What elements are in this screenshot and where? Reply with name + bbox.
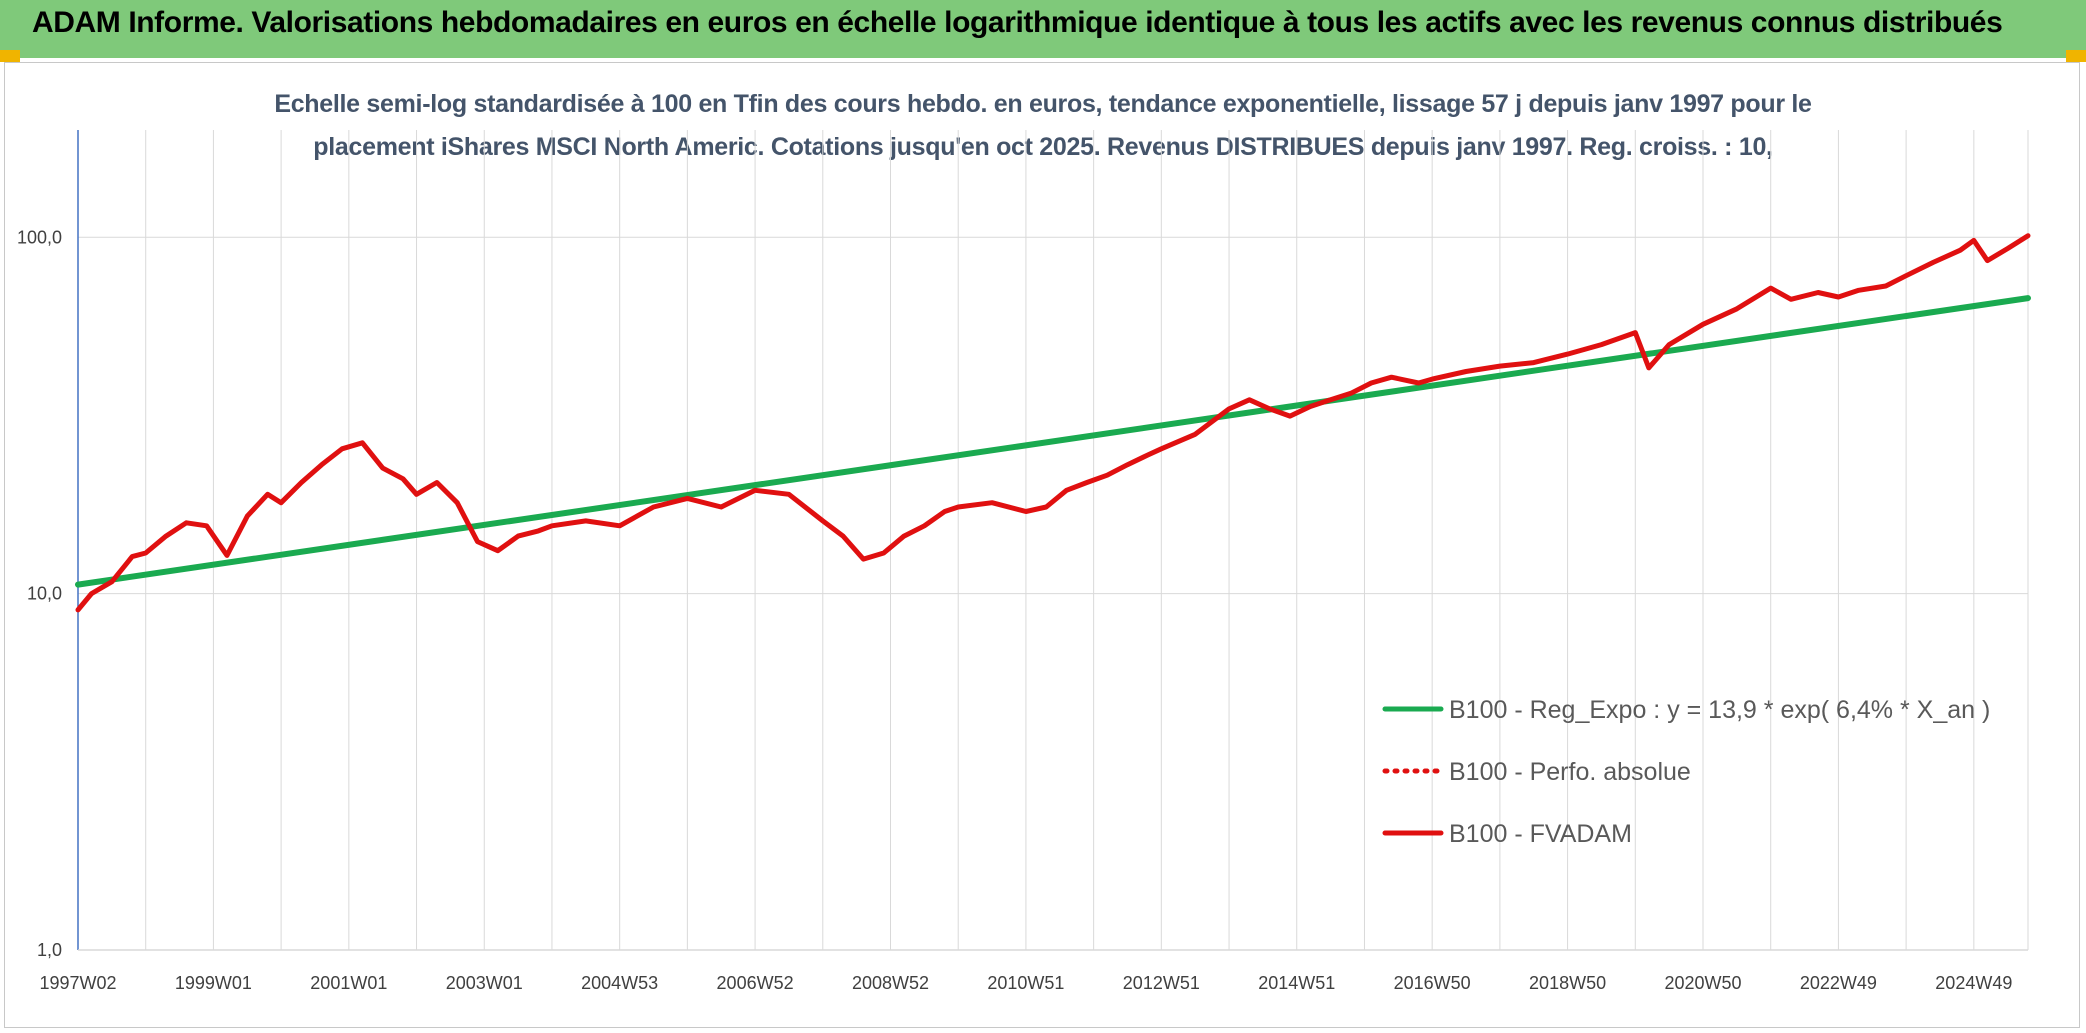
x-tick-label: 2003W01 (446, 973, 523, 993)
page-title: ADAM Informe. Valorisations hebdomadaire… (32, 6, 2003, 39)
x-tick-label: 2004W53 (581, 973, 658, 993)
x-tick-label: 2010W51 (987, 973, 1064, 993)
legend-label: B100 - FVADAM (1449, 820, 1632, 848)
header-bar: ADAM Informe. Valorisations hebdomadaire… (0, 0, 2086, 58)
x-tick-label: 2022W49 (1800, 973, 1877, 993)
corner-mark-left (0, 50, 20, 62)
chart-subtitle-line-2: placement iShares MSCI North Americ. Cot… (313, 133, 1773, 161)
chart-subtitle-line-1: Echelle semi-log standardisée à 100 en T… (274, 90, 1812, 118)
y-tick-label: 100,0 (17, 227, 62, 247)
legend: B100 - Reg_Expo : y = 13,9 * exp( 6,4% *… (1382, 696, 1990, 848)
x-tick-label: 2001W01 (310, 973, 387, 993)
chart-frame (4, 62, 2080, 1028)
axis-layer: 1,0 10,0 100,0 1997W02 1999W01 2001W01 2003W01… (17, 130, 2028, 993)
x-tick-label: 2016W50 (1394, 973, 1471, 993)
legend-label: B100 - Perfo. absolue (1449, 758, 1691, 786)
y-tick-label: 10,0 (27, 584, 62, 604)
x-tick-label: 2008W52 (852, 973, 929, 993)
x-tick-label: 2006W52 (717, 973, 794, 993)
series-line-reg-expo (75, 295, 2031, 588)
x-tick-label: 1999W01 (175, 973, 252, 993)
corner-mark-right (2066, 50, 2086, 62)
legend-label: B100 - Reg_Expo : y = 13,9 * exp( 6,4% *… (1449, 696, 1990, 724)
x-tick-label: 2018W50 (1529, 973, 1606, 993)
series-line-fvadam (75, 233, 2031, 613)
x-tick-label: 2012W51 (1123, 973, 1200, 993)
y-tick-label: 1,0 (37, 940, 62, 960)
x-tick-label: 2024W49 (1935, 973, 2012, 993)
x-tick-label: 2014W51 (1258, 973, 1335, 993)
grid-layer (78, 130, 2029, 951)
x-tick-label: 1997W02 (39, 973, 116, 993)
series-layer (75, 233, 2031, 613)
x-tick-label: 2020W50 (1664, 973, 1741, 993)
